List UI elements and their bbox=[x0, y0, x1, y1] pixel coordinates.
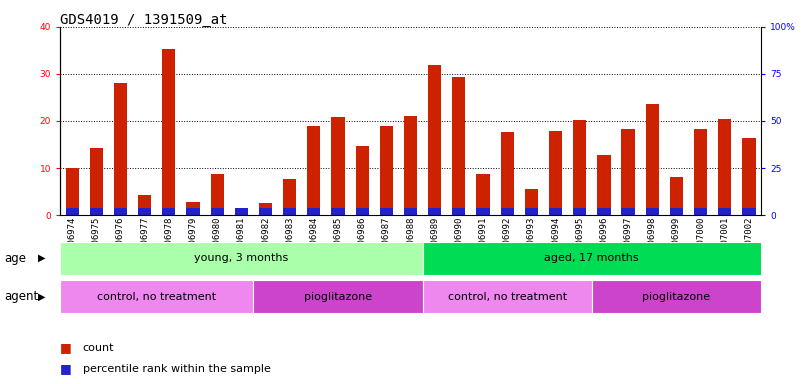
Bar bbox=[60, 242, 423, 275]
Bar bbox=[187, 202, 199, 215]
Text: aged, 17 months: aged, 17 months bbox=[545, 253, 639, 263]
Text: ▶: ▶ bbox=[38, 291, 45, 302]
Text: young, 3 months: young, 3 months bbox=[194, 253, 288, 263]
Bar bbox=[670, 177, 683, 215]
Bar bbox=[573, 208, 586, 215]
Bar bbox=[308, 208, 320, 215]
Bar bbox=[356, 208, 368, 215]
Bar bbox=[162, 50, 175, 215]
Bar bbox=[332, 208, 344, 215]
Bar bbox=[423, 280, 592, 313]
Bar bbox=[525, 208, 538, 215]
Bar bbox=[428, 65, 441, 215]
Bar bbox=[404, 116, 417, 215]
Bar bbox=[259, 203, 272, 215]
Text: control, no treatment: control, no treatment bbox=[448, 291, 567, 302]
Bar bbox=[356, 146, 368, 215]
Bar bbox=[453, 208, 465, 215]
Bar bbox=[259, 208, 272, 215]
Bar bbox=[670, 208, 683, 215]
Bar bbox=[332, 117, 344, 215]
Bar bbox=[428, 208, 441, 215]
Bar bbox=[694, 129, 707, 215]
Bar bbox=[549, 208, 562, 215]
Bar bbox=[253, 280, 423, 313]
Text: count: count bbox=[83, 343, 114, 353]
Text: ■: ■ bbox=[60, 362, 72, 375]
Bar bbox=[380, 208, 393, 215]
Bar bbox=[622, 129, 634, 215]
Bar bbox=[90, 208, 103, 215]
Text: agent: agent bbox=[4, 290, 38, 303]
Bar bbox=[380, 126, 393, 215]
Bar bbox=[694, 208, 707, 215]
Bar bbox=[501, 208, 513, 215]
Bar bbox=[235, 208, 248, 215]
Bar bbox=[646, 104, 659, 215]
Bar bbox=[622, 208, 634, 215]
Bar bbox=[162, 208, 175, 215]
Bar bbox=[477, 208, 489, 215]
Bar bbox=[235, 208, 248, 215]
Text: percentile rank within the sample: percentile rank within the sample bbox=[83, 364, 271, 374]
Bar bbox=[90, 148, 103, 215]
Bar bbox=[308, 126, 320, 215]
Bar bbox=[718, 119, 731, 215]
Text: ▶: ▶ bbox=[38, 253, 45, 263]
Bar bbox=[211, 174, 223, 215]
Bar bbox=[743, 208, 755, 215]
Bar bbox=[187, 208, 199, 215]
Bar bbox=[598, 208, 610, 215]
Text: age: age bbox=[4, 252, 26, 265]
Bar bbox=[743, 138, 755, 215]
Text: control, no treatment: control, no treatment bbox=[97, 291, 216, 302]
Bar bbox=[138, 208, 151, 215]
Bar bbox=[549, 131, 562, 215]
Bar bbox=[114, 83, 127, 215]
Bar bbox=[66, 167, 78, 215]
Bar bbox=[718, 208, 731, 215]
Bar bbox=[501, 132, 513, 215]
Bar bbox=[592, 280, 761, 313]
Bar bbox=[211, 208, 223, 215]
Bar bbox=[404, 208, 417, 215]
Text: pioglitazone: pioglitazone bbox=[304, 291, 372, 302]
Text: ■: ■ bbox=[60, 341, 72, 354]
Bar bbox=[646, 208, 659, 215]
Bar bbox=[66, 208, 78, 215]
Bar bbox=[283, 208, 296, 215]
Bar bbox=[283, 179, 296, 215]
Text: pioglitazone: pioglitazone bbox=[642, 291, 710, 302]
Bar bbox=[525, 189, 538, 215]
Text: GDS4019 / 1391509_at: GDS4019 / 1391509_at bbox=[60, 13, 227, 27]
Bar bbox=[138, 195, 151, 215]
Bar bbox=[477, 174, 489, 215]
Bar bbox=[573, 119, 586, 215]
Bar bbox=[598, 155, 610, 215]
Bar bbox=[114, 208, 127, 215]
Bar bbox=[60, 280, 253, 313]
Bar bbox=[453, 77, 465, 215]
Bar bbox=[423, 242, 761, 275]
